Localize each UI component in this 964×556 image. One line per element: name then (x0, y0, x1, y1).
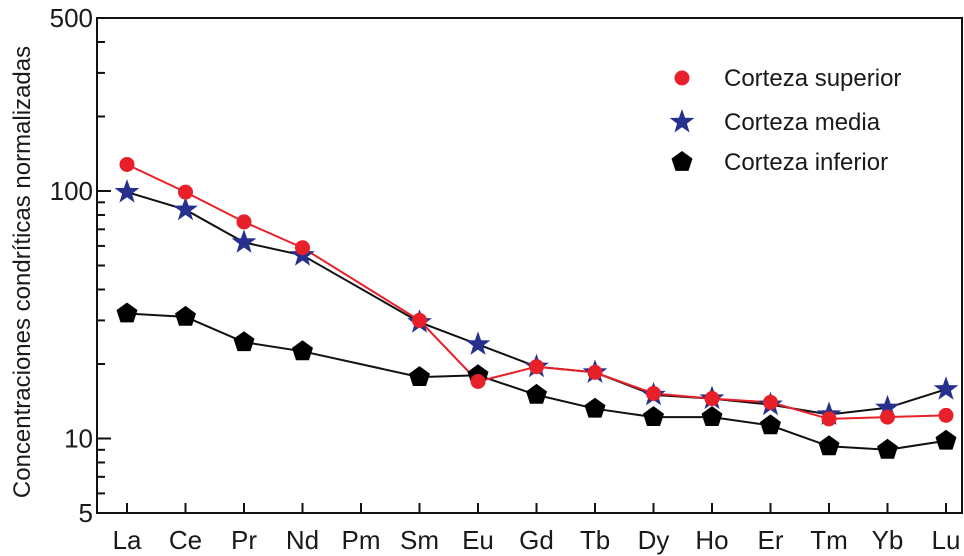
data-point-pentagon (116, 302, 138, 323)
x-tick-label: Gd (519, 525, 554, 555)
series-line-0 (126, 163, 947, 420)
legend-label: Corteza media (724, 109, 881, 136)
data-point-circle (295, 240, 310, 256)
data-point-circle (938, 407, 954, 423)
data-point-circle (119, 156, 135, 172)
y-tick-label: 500 (50, 3, 93, 33)
data-point-circle (880, 409, 895, 425)
data-point-circle (587, 364, 603, 380)
x-tick-label: Nd (286, 525, 319, 555)
legend-marker-pentagon (671, 151, 693, 171)
data-point-circle (529, 359, 544, 375)
data-point-circle (821, 411, 837, 427)
x-tick-label: La (113, 525, 142, 555)
x-tick-label: Eu (462, 525, 494, 555)
legend-marker-circle (674, 70, 690, 86)
data-point-pentagon (935, 429, 957, 450)
x-tick-label: Er (758, 525, 784, 555)
x-tick-label: Ho (695, 525, 728, 555)
data-point-pentagon (643, 406, 664, 426)
series-markers (114, 156, 959, 459)
y-tick-label: 100 (50, 176, 93, 206)
data-point-circle (178, 184, 193, 200)
data-point-circle (763, 394, 778, 410)
legend-label: Corteza inferior (724, 149, 888, 176)
x-tick-label: Pr (231, 525, 257, 555)
legend-marker-star (669, 109, 695, 133)
data-point-circle (646, 385, 661, 401)
data-point-pentagon (877, 438, 898, 459)
data-point-star (114, 179, 140, 203)
x-tick-label: Sm (400, 525, 439, 555)
data-point-pentagon (409, 366, 430, 386)
data-point-pentagon (584, 397, 606, 418)
data-point-circle (470, 373, 486, 389)
data-point-circle (236, 214, 252, 230)
data-point-pentagon (526, 383, 547, 404)
legend: Corteza superior Corteza media Corteza inf… (669, 65, 901, 176)
y-axis-title: Concentraciones condríticas normalizadas (9, 46, 36, 498)
data-point-circle (704, 391, 720, 407)
y-tick-label: 5 (79, 498, 93, 528)
data-point-pentagon (701, 406, 723, 426)
data-point-star (231, 229, 257, 253)
plot-axes: 500 100 10 5 La Ce Pr Nd Pm Sm Eu Gd Tb Dy Ho Er Tm Yb Lu (50, 3, 963, 555)
data-point-star (875, 394, 900, 419)
x-tick-label: Tb (580, 525, 610, 555)
data-point-circle (412, 312, 427, 328)
series-lines (126, 163, 947, 451)
data-point-pentagon (292, 340, 313, 361)
series-line-2 (126, 312, 947, 451)
data-point-pentagon (233, 331, 255, 352)
data-point-pentagon (760, 414, 781, 435)
legend-label: Corteza superior (724, 65, 901, 92)
x-tick-label: Lu (932, 525, 961, 555)
x-tick-label: Pm (342, 525, 381, 555)
data-point-pentagon (818, 435, 840, 456)
y-tick-label: 10 (64, 423, 93, 453)
x-tick-label: Tm (810, 525, 848, 555)
data-point-star (465, 331, 491, 355)
x-tick-label: Ce (169, 525, 202, 555)
x-tick-label: Yb (872, 525, 904, 555)
data-point-star (933, 376, 959, 400)
data-point-pentagon (175, 305, 196, 326)
x-tick-label: Dy (638, 525, 670, 555)
data-point-star (173, 196, 198, 221)
